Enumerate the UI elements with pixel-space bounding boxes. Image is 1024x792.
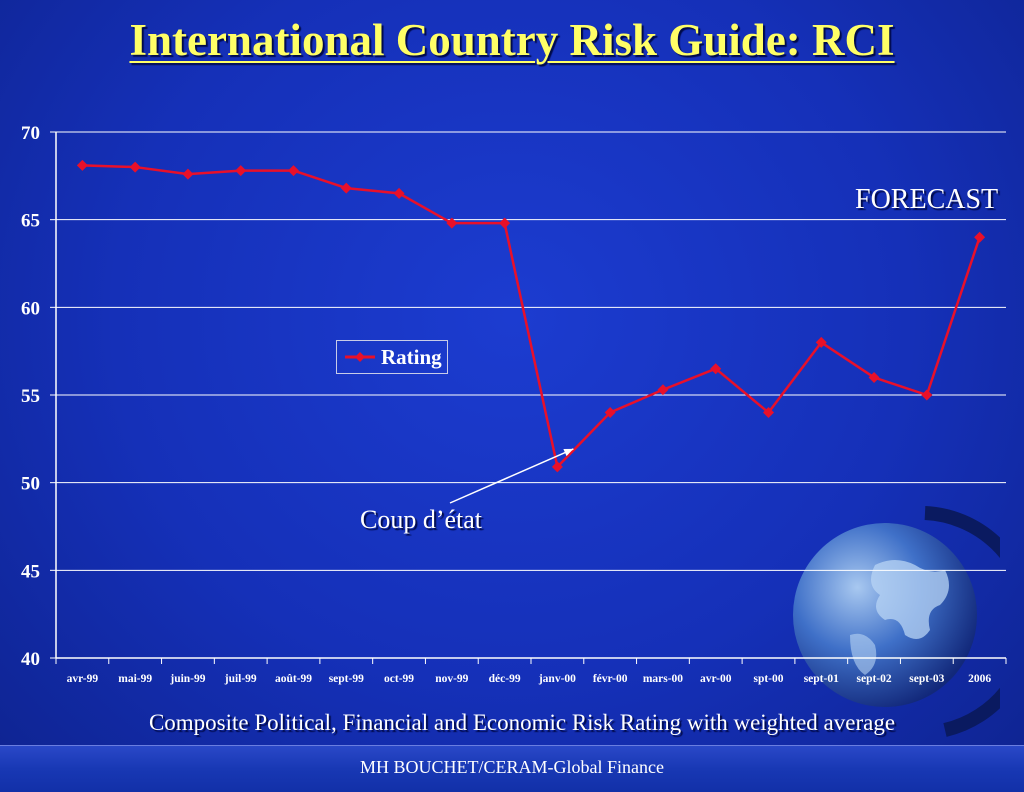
y-tick-label: 70 [21, 123, 40, 144]
globe-icon [793, 506, 1000, 737]
x-tick-label: août-99 [275, 673, 312, 685]
x-tick-label: avr-00 [700, 673, 732, 685]
x-tick-label: sept-99 [329, 673, 364, 685]
y-tick-label: 60 [21, 298, 40, 319]
legend: Rating [336, 340, 448, 374]
data-point [129, 161, 141, 173]
data-point [340, 182, 352, 194]
x-tick-label: oct-99 [384, 673, 414, 685]
y-tick-label: 50 [21, 474, 40, 495]
axes [50, 131, 1007, 664]
x-tick-label: juil-99 [224, 673, 257, 685]
x-tick-label: sept-01 [804, 673, 839, 685]
coup-annotation: Coup d’état [360, 505, 483, 534]
data-point [657, 384, 669, 396]
page-title: International Country Risk Guide: RCI [129, 15, 895, 65]
data-point [551, 461, 563, 473]
y-tick-label: 55 [21, 386, 40, 407]
y-tick-labels: 40 45 50 55 60 65 70 [21, 123, 40, 670]
y-tick-label: 65 [21, 211, 40, 232]
grid-lines [56, 131, 1006, 571]
data-point [710, 363, 722, 375]
chart-subtitle: Composite Political, Financial and Econo… [148, 710, 896, 735]
data-point [235, 165, 247, 177]
x-tick-label: mars-00 [643, 673, 683, 685]
data-point [604, 407, 616, 419]
series-line [82, 164, 981, 469]
x-tick-label: déc-99 [489, 673, 521, 685]
data-point [288, 165, 299, 177]
arrow-line [449, 448, 574, 504]
forecast-annotation: FORECAST [855, 184, 999, 215]
data-point [763, 407, 774, 419]
y-tick-label: 45 [21, 561, 40, 582]
data-point [446, 217, 458, 229]
x-tick-label: mai-99 [118, 673, 152, 685]
x-tick-label: juin-99 [169, 673, 205, 685]
y-tick-label: 40 [21, 649, 40, 670]
x-tick-label: févr-00 [593, 673, 628, 685]
data-point [182, 168, 194, 180]
coup-arrow [449, 448, 574, 504]
legend-label: Rating [381, 344, 442, 369]
x-tick-label: avr-99 [67, 673, 99, 685]
data-point [393, 187, 405, 199]
x-tick-label: nov-99 [435, 673, 468, 685]
x-tick-label: 2006 [968, 673, 991, 685]
footer-text: MH BOUCHET/CERAM-Global Finance [360, 757, 664, 777]
data-point [499, 217, 511, 229]
data-point [921, 389, 933, 401]
x-tick-labels: avr-99 mai-99 juin-99 juil-99 août-99 sept-99… [67, 673, 992, 685]
data-point [868, 371, 880, 383]
data-point [76, 159, 88, 171]
x-tick-label: janv-00 [538, 673, 576, 685]
data-point [974, 231, 986, 243]
x-tick-label: spt-00 [753, 673, 783, 685]
footer-bar [0, 745, 1024, 792]
x-tick-label: sept-03 [909, 673, 944, 685]
x-tick-label: sept-02 [856, 673, 891, 685]
data-point [815, 336, 827, 348]
legend-marker-icon [345, 352, 375, 362]
series-rating [76, 159, 986, 473]
arrow-head-icon [563, 448, 574, 457]
